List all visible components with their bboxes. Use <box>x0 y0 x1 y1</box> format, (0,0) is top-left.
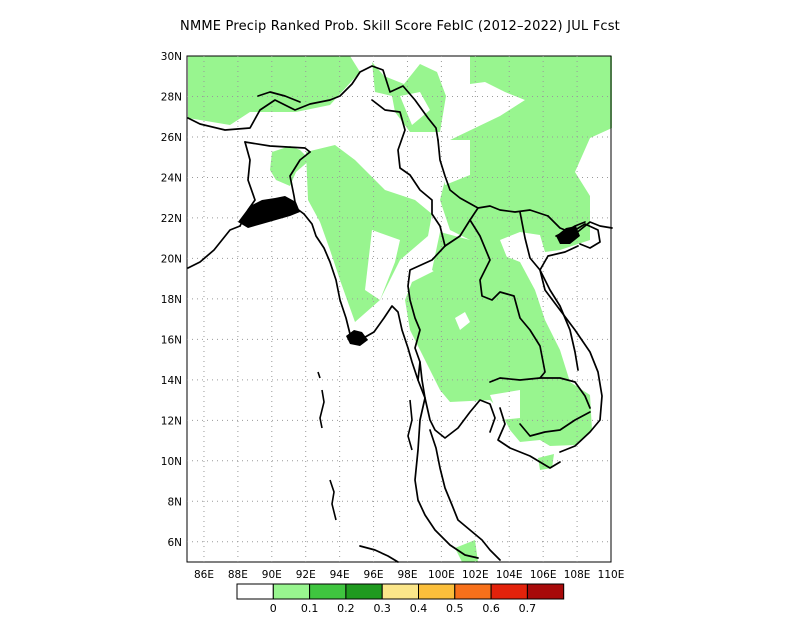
lat-tick-label: 24N <box>161 172 182 184</box>
lat-tick-label: 8N <box>167 496 182 508</box>
no-skill-holes <box>365 92 520 420</box>
colorbar-swatch <box>418 583 456 600</box>
colorbar-label: 0.3 <box>373 602 391 615</box>
myanmar-thailand-border <box>407 245 446 399</box>
hole-laos <box>455 312 470 330</box>
vietnam-east-coast <box>539 215 613 453</box>
lon-tick-label: 98E <box>397 569 417 581</box>
lat-tick-label: 20N <box>161 253 182 265</box>
delta-layer <box>238 196 580 346</box>
bangladesh-north-border <box>244 141 311 153</box>
skill-region-north-west <box>188 56 360 125</box>
colorbar-label: 0.2 <box>337 602 355 615</box>
skill-region-yunnan-gap-fill <box>432 232 510 300</box>
lon-tick-label: 86E <box>194 569 214 581</box>
chart-title: NMME Precip Ranked Prob. Skill Score Feb… <box>180 19 620 34</box>
lat-tick-label: 30N <box>161 51 182 63</box>
lat-tick-label: 6N <box>167 537 182 549</box>
lon-tick-label: 88E <box>228 569 248 581</box>
laos-china-border <box>444 205 549 247</box>
lat-tick-label: 14N <box>161 375 182 387</box>
lon-tick-label: 110E <box>598 569 625 581</box>
skill-region-mainland <box>405 248 592 446</box>
lat-tick-label: 12N <box>161 415 182 427</box>
lat-tick-label: 10N <box>161 456 182 468</box>
lat-tick-label: 28N <box>161 91 182 103</box>
hainan-outline <box>571 223 601 249</box>
lon-tick-label: 100E <box>428 569 455 581</box>
latitude-labels: 30N 28N 26N 24N 22N 20N 18N 16N 14N 12N 10N 8N 6N <box>161 51 182 549</box>
coco-islands <box>317 371 321 379</box>
colorbar-label: 0.5 <box>446 602 464 615</box>
lon-tick-label: 104E <box>496 569 523 581</box>
malay-peninsula-east <box>429 429 501 561</box>
colorbar-swatch <box>526 583 565 600</box>
island-layer <box>317 371 413 521</box>
skill-region-myanmar <box>306 145 432 322</box>
lon-tick-label: 90E <box>262 569 282 581</box>
cambodia-coast <box>497 407 561 469</box>
china-interior-border <box>437 139 479 209</box>
india-china-border <box>187 65 439 141</box>
lon-tick-label: 96E <box>364 569 384 581</box>
colorbar-swatch <box>490 583 528 600</box>
colorbar-swatch <box>345 583 383 600</box>
colorbar-swatch <box>454 583 492 600</box>
colorbar-label: 0.4 <box>410 602 428 615</box>
colorbar-swatch <box>309 583 347 600</box>
skill-region-bangladesh <box>270 146 310 186</box>
lat-tick-label: 16N <box>161 334 182 346</box>
hole-central-myanmar <box>365 230 400 300</box>
colorbar-label: 0 <box>270 602 277 615</box>
longitude-labels: 86E 88E 90E 92E 94E 96E 98E 100E 102E 104E 106E 108… <box>194 569 624 581</box>
vietnam-laos-border <box>519 211 579 371</box>
thailand-cambodia-border <box>489 377 591 409</box>
hole-tibet <box>400 92 430 125</box>
irrawaddy-delta <box>346 330 368 346</box>
colorbar-label: 0.7 <box>519 602 537 615</box>
bay-of-bengal-coast <box>187 225 241 269</box>
lon-tick-label: 92E <box>296 569 316 581</box>
hole-sichuan <box>440 140 470 185</box>
myanmar-china-border <box>371 99 446 247</box>
red-river-delta <box>556 226 580 244</box>
lat-tick-label: 22N <box>161 213 182 225</box>
colorbar-label: 0.1 <box>301 602 319 615</box>
lon-tick-label: 94E <box>330 569 350 581</box>
laos-thailand-border <box>469 219 546 379</box>
lon-tick-label: 106E <box>530 569 557 581</box>
malay-peninsula-west <box>414 361 479 559</box>
lon-tick-label: 102E <box>462 569 489 581</box>
sumatra-tip <box>359 545 399 563</box>
mergui-archipelago <box>407 399 413 451</box>
colorbar-swatch <box>381 583 420 600</box>
map-frame <box>186 55 612 563</box>
colorbar-swatch <box>272 583 311 600</box>
lat-tick-label: 26N <box>161 132 182 144</box>
colorbar-swatch <box>236 583 274 600</box>
ganges-delta <box>238 196 300 228</box>
skill-region-mekong-delta <box>538 454 554 470</box>
skill-region-north-east <box>440 56 612 252</box>
lon-tick-label: 108E <box>564 569 591 581</box>
cambodia-vietnam-border <box>519 411 591 437</box>
nicobar-islands <box>329 479 337 521</box>
lat-tick-label: 18N <box>161 294 182 306</box>
bhutan-border <box>257 91 301 103</box>
hole-cambodia-lake <box>490 390 520 420</box>
andaman-islands <box>319 389 325 429</box>
skill-fill-layer <box>188 56 612 562</box>
thailand-gulf-coast <box>424 397 496 439</box>
colorbar-label: 0.6 <box>482 602 500 615</box>
colorbar: 0 0.1 0.2 0.3 0.4 0.5 0.6 0.7 <box>236 583 565 615</box>
